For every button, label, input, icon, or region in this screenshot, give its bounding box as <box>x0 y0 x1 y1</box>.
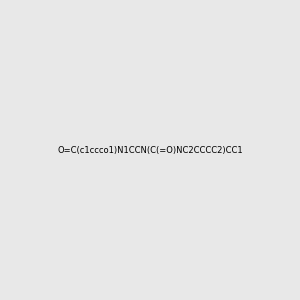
Text: O=C(c1ccco1)N1CCN(C(=O)NC2CCCC2)CC1: O=C(c1ccco1)N1CCN(C(=O)NC2CCCC2)CC1 <box>57 146 243 154</box>
